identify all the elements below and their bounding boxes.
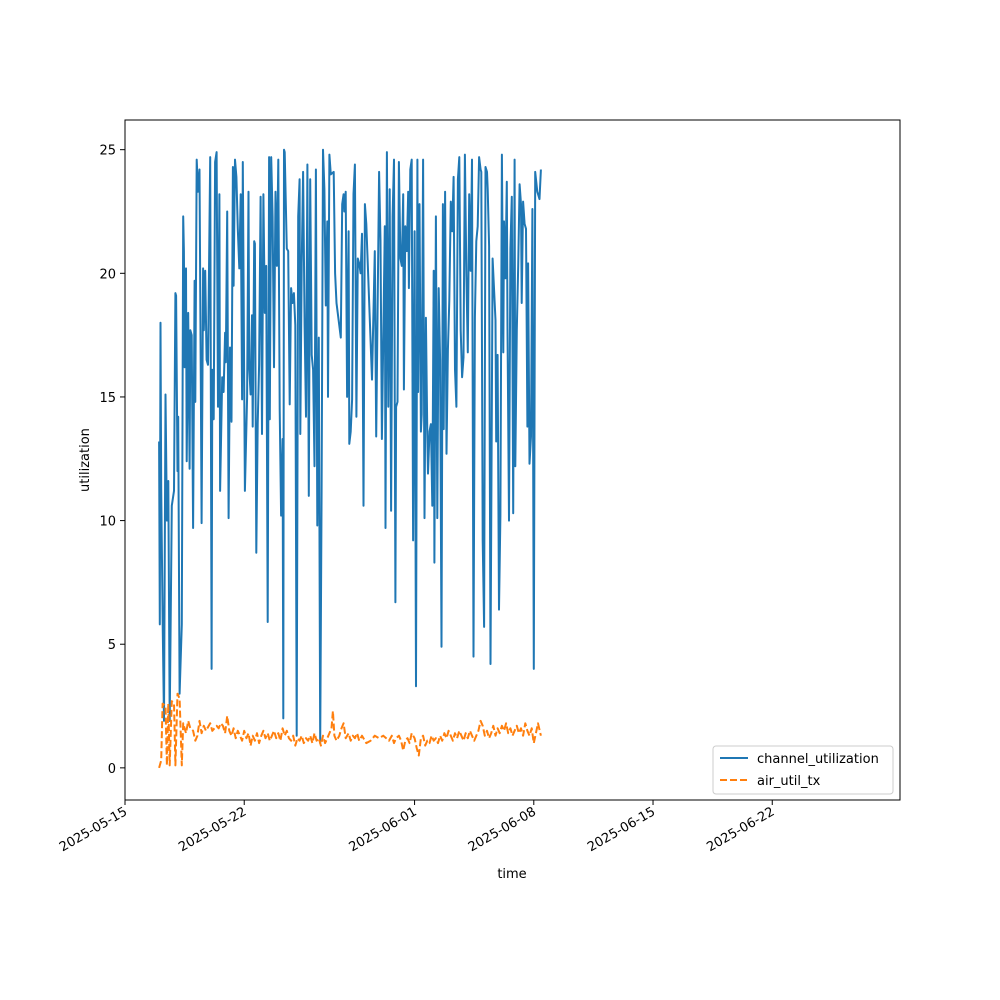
y-tick-label: 5 <box>108 638 116 653</box>
legend-label-channel-utilization: channel_utilization <box>757 752 879 767</box>
y-tick-label: 20 <box>99 267 116 282</box>
y-tick-label: 0 <box>108 762 116 777</box>
legend-box <box>712 745 894 795</box>
y-axis-label: utilization <box>78 428 93 492</box>
legend-label-air-util-tx: air_util_tx <box>757 774 821 789</box>
y-axis: 0 5 10 15 20 25 <box>99 144 125 777</box>
y-tick-label: 25 <box>99 144 116 159</box>
plot-frame <box>124 119 901 801</box>
plot-area <box>158 148 542 769</box>
x-axis-label: time <box>497 867 526 882</box>
y-tick-label: 10 <box>99 515 116 530</box>
y-tick-label: 15 <box>99 391 116 406</box>
legend: channel_utilization air_util_tx <box>712 745 894 795</box>
series-line-air-util-tx <box>158 692 542 769</box>
series-line-channel-utilization <box>158 148 542 745</box>
